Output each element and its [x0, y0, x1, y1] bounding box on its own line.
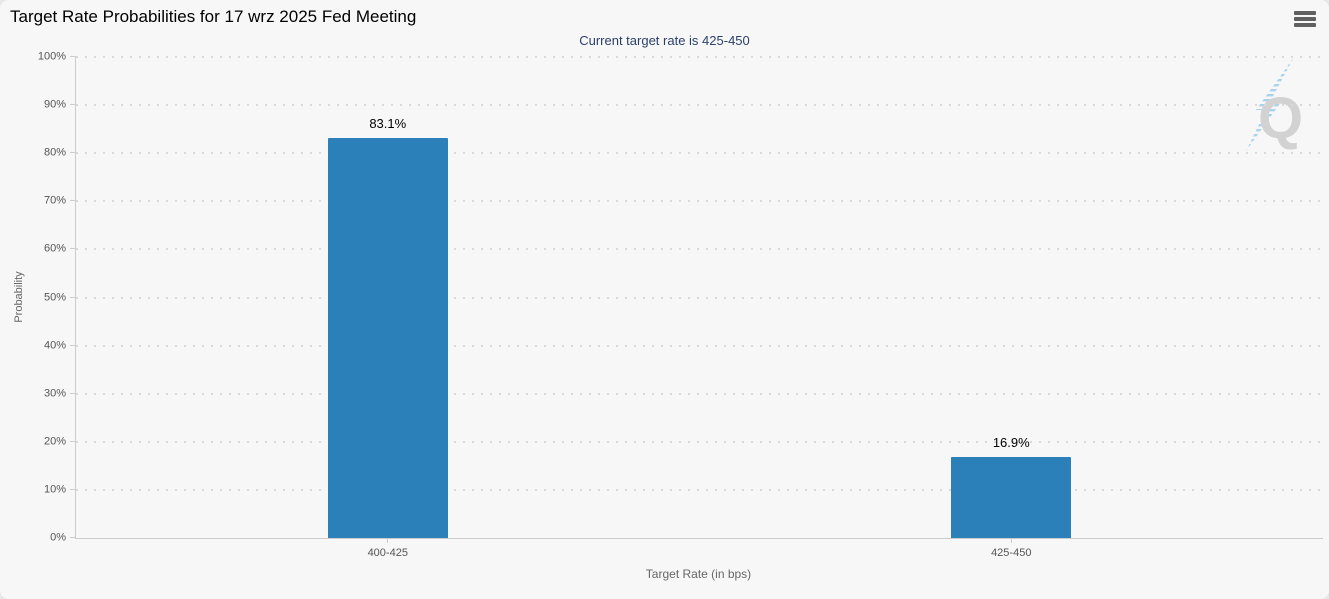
y-tick-label: 60% [43, 242, 66, 255]
y-axis-tick [70, 152, 76, 154]
x-tick-label: 400-425 [367, 547, 408, 559]
y-axis-tick [70, 440, 76, 442]
y-axis-tick [70, 200, 76, 202]
y-tick-label: 40% [43, 339, 66, 352]
gridline [76, 296, 1323, 299]
y-tick-label: 80% [43, 146, 66, 159]
y-axis-tick [70, 344, 76, 346]
y-tick-label: 90% [43, 98, 66, 111]
x-axis-tick [387, 538, 389, 543]
gridline [76, 392, 1323, 395]
x-axis-title: Target Rate (in bps) [645, 567, 752, 581]
gridline [76, 56, 1323, 58]
gridline [76, 440, 1323, 443]
y-axis-tick [70, 537, 76, 538]
y-tick-label: 10% [43, 483, 66, 496]
y-tick-label: 0% [50, 531, 66, 544]
y-axis-tick [70, 392, 76, 394]
y-axis-tick [70, 56, 76, 57]
gridline [76, 152, 1323, 155]
hamburger-icon [1294, 17, 1316, 21]
y-axis-tick [70, 248, 76, 250]
gridline [76, 104, 1323, 107]
y-axis-tick [70, 488, 76, 490]
gridline [76, 248, 1323, 251]
hamburger-icon [1294, 23, 1316, 27]
y-tick-label: 100% [37, 50, 66, 63]
chart-menu-button[interactable] [1294, 11, 1316, 27]
hamburger-icon [1294, 11, 1316, 15]
gridline [76, 200, 1323, 203]
bar-value-label: 83.1% [369, 116, 407, 132]
gridline [76, 488, 1323, 491]
y-tick-label: 20% [43, 435, 66, 448]
chart-subtitle: Current target rate is 425-450 [579, 33, 750, 48]
x-axis-tick [1010, 538, 1012, 543]
y-axis-tick [70, 296, 76, 298]
bar-400-425[interactable] [327, 138, 448, 538]
bar-value-label: 16.9% [992, 434, 1030, 450]
page-title: Target Rate Probabilities for 17 wrz 202… [10, 7, 417, 26]
bar-425-450[interactable] [951, 456, 1072, 538]
y-tick-label: 30% [43, 387, 66, 400]
gridline [76, 344, 1323, 347]
y-tick-label: 50% [43, 291, 66, 303]
x-tick-label: 425-450 [991, 547, 1032, 559]
plot-area: 0% 10% 20% 30% 40% 50% 60% 70% 80% 90% 100% 83.1% 40… [38, 51, 1323, 559]
y-axis-tick [70, 104, 76, 106]
y-tick-label: 70% [43, 194, 66, 207]
